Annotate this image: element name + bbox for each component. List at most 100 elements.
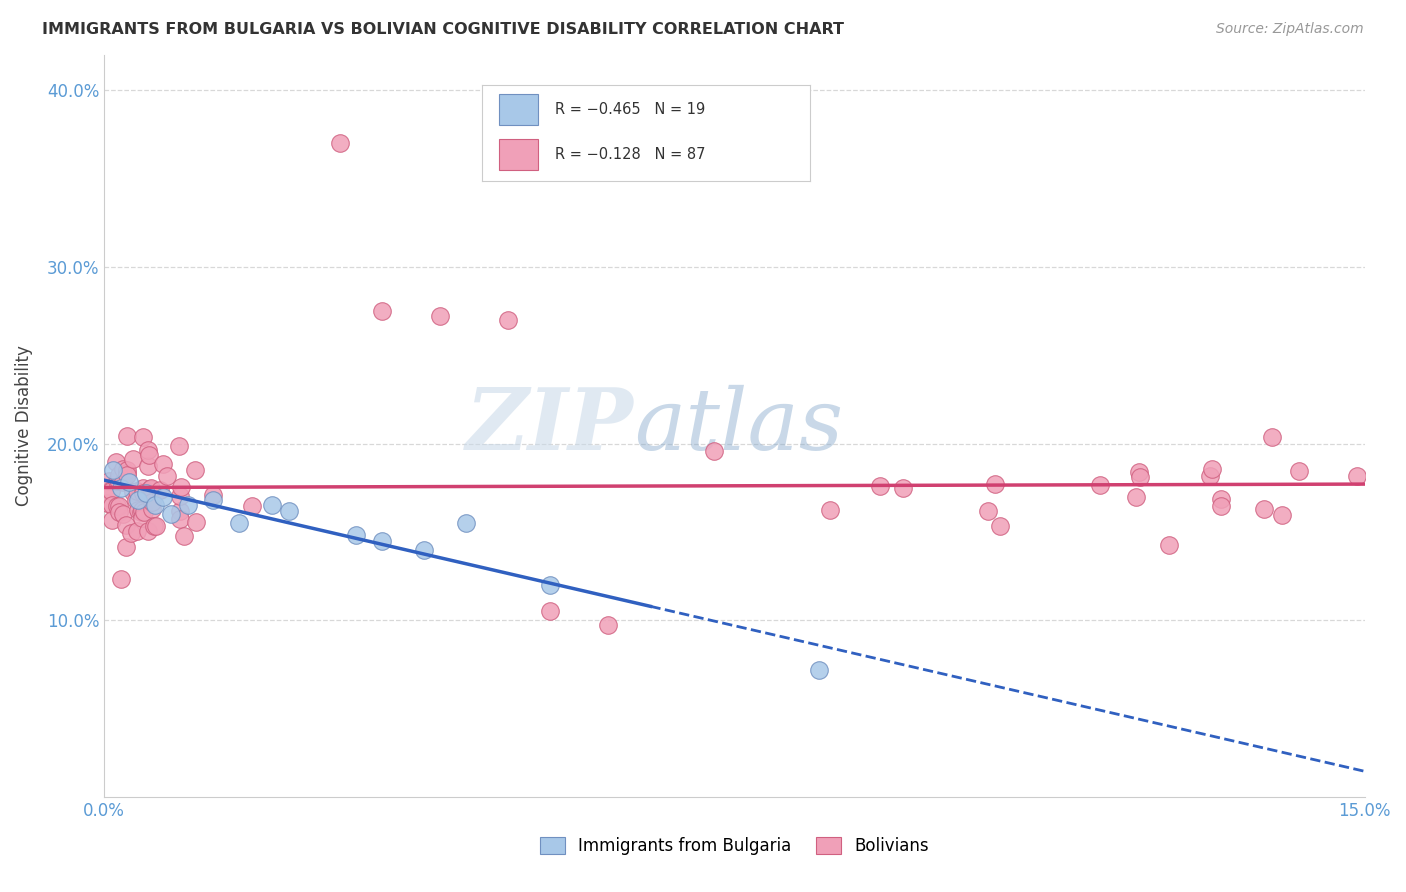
Point (807, 663, 830, 677)
Point (1201, 462, 1223, 476)
Point (496, 313, 519, 327)
Point (538, 578, 561, 592)
Point (454, 516, 477, 530)
Point (135, 486, 157, 500)
Point (107, 499, 129, 513)
Point (142, 519, 165, 533)
Point (101, 513, 124, 527)
Point (139, 482, 162, 496)
Point (108, 505, 131, 519)
Point (598, 618, 620, 632)
Point (1261, 429, 1284, 443)
Point (141, 502, 163, 516)
Point (1253, 501, 1275, 516)
Point (1346, 468, 1368, 483)
Point (538, 604, 561, 618)
Point (108, 468, 131, 483)
Point (110, 481, 132, 495)
Point (105, 474, 128, 488)
Point (132, 430, 155, 444)
Point (278, 504, 301, 518)
Point (98, 475, 121, 489)
Point (139, 481, 162, 495)
Point (117, 467, 139, 482)
Point (240, 499, 263, 513)
Point (125, 524, 148, 538)
Point (127, 503, 149, 517)
Point (262, 499, 284, 513)
Point (160, 507, 183, 521)
Point (145, 519, 167, 533)
Text: IMMIGRANTS FROM BULGARIA VS BOLIVIAN COGNITIVE DISABILITY CORRELATION CHART: IMMIGRANTS FROM BULGARIA VS BOLIVIAN COG… (42, 22, 844, 37)
Point (115, 429, 138, 443)
Point (228, 516, 250, 530)
Point (132, 481, 155, 495)
Point (429, 310, 451, 324)
Point (110, 572, 132, 586)
Text: Source: ZipAtlas.com: Source: ZipAtlas.com (1216, 22, 1364, 37)
Point (138, 448, 160, 462)
Point (131, 510, 153, 524)
Point (111, 475, 134, 490)
Point (184, 515, 207, 529)
Point (141, 495, 163, 509)
Point (143, 499, 166, 513)
Point (820, 502, 842, 516)
Point (1211, 499, 1233, 513)
Point (1270, 508, 1292, 522)
Point (136, 524, 159, 538)
Point (328, 136, 350, 151)
Point (104, 455, 127, 469)
Point (115, 540, 138, 554)
Point (115, 466, 138, 480)
Point (118, 475, 141, 490)
Point (156, 469, 179, 483)
Point (152, 490, 174, 504)
Point (1199, 469, 1222, 483)
Point (1125, 490, 1147, 504)
Point (412, 542, 434, 557)
Point (1128, 465, 1150, 479)
Point (990, 518, 1012, 533)
Point (132, 505, 155, 519)
Point (131, 503, 153, 517)
Point (344, 528, 367, 542)
Point (101, 463, 124, 477)
Point (177, 499, 200, 513)
Point (152, 457, 174, 471)
Legend: Immigrants from Bulgaria, Bolivians: Immigrants from Bulgaria, Bolivians (540, 837, 929, 855)
Point (107, 473, 129, 487)
Text: ZIP: ZIP (465, 384, 634, 467)
Point (100, 483, 122, 497)
Point (169, 489, 191, 503)
Point (370, 304, 392, 318)
Point (169, 503, 191, 517)
Point (173, 529, 195, 543)
Point (1088, 478, 1111, 492)
Point (100, 484, 122, 499)
Point (1209, 491, 1232, 506)
Point (1288, 464, 1310, 478)
Point (891, 481, 914, 495)
Point (201, 488, 224, 502)
Point (101, 498, 124, 512)
Point (111, 461, 134, 475)
Point (977, 504, 1000, 518)
Point (96, 496, 118, 510)
Point (869, 478, 891, 492)
Point (202, 493, 225, 508)
Point (105, 499, 128, 513)
Point (121, 484, 143, 499)
Point (984, 476, 1007, 491)
Point (125, 492, 148, 507)
Point (127, 493, 149, 508)
Point (370, 533, 392, 548)
Point (132, 485, 155, 500)
Point (167, 439, 190, 453)
Point (1157, 538, 1180, 552)
Point (184, 463, 207, 477)
Point (169, 512, 191, 526)
Point (1129, 470, 1152, 484)
Point (125, 484, 148, 499)
Point (149, 483, 172, 497)
